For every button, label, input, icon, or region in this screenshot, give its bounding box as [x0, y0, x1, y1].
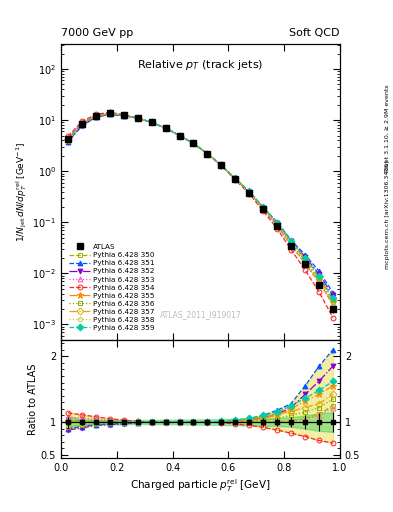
Text: Relative $p_T$ (track jets): Relative $p_T$ (track jets) [137, 58, 264, 72]
Text: mcplots.cern.ch [arXiv:1306.3436]: mcplots.cern.ch [arXiv:1306.3436] [385, 161, 390, 269]
X-axis label: Charged particle $p_T^{\rm rel}$ [GeV]: Charged particle $p_T^{\rm rel}$ [GeV] [130, 477, 271, 494]
Text: ATLAS_2011_I919017: ATLAS_2011_I919017 [160, 310, 241, 319]
Legend: ATLAS, Pythia 6.428 350, Pythia 6.428 351, Pythia 6.428 352, Pythia 6.428 353, P: ATLAS, Pythia 6.428 350, Pythia 6.428 35… [67, 242, 157, 333]
Text: Rivet 3.1.10, ≥ 2.9M events: Rivet 3.1.10, ≥ 2.9M events [385, 84, 390, 172]
Text: 7000 GeV pp: 7000 GeV pp [61, 28, 133, 38]
Y-axis label: Ratio to ATLAS: Ratio to ATLAS [28, 364, 38, 435]
Y-axis label: $1/N_\mathrm{jet}\,dN/dp_T^\mathrm{rel}\;[\mathrm{GeV}^{-1}]$: $1/N_\mathrm{jet}\,dN/dp_T^\mathrm{rel}\… [15, 142, 29, 242]
Text: Soft QCD: Soft QCD [290, 28, 340, 38]
